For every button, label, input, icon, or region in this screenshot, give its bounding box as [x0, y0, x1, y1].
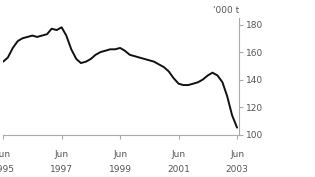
Text: Jun: Jun	[230, 150, 244, 159]
Text: 2003: 2003	[226, 165, 249, 174]
Text: Jun: Jun	[172, 150, 186, 159]
Text: Jun: Jun	[0, 150, 10, 159]
Text: 1995: 1995	[0, 165, 15, 174]
Text: 1997: 1997	[50, 165, 73, 174]
Text: 2001: 2001	[167, 165, 190, 174]
Text: Jun: Jun	[54, 150, 69, 159]
Text: 1999: 1999	[109, 165, 132, 174]
Text: Jun: Jun	[113, 150, 127, 159]
Text: '000 t: '000 t	[213, 6, 239, 15]
